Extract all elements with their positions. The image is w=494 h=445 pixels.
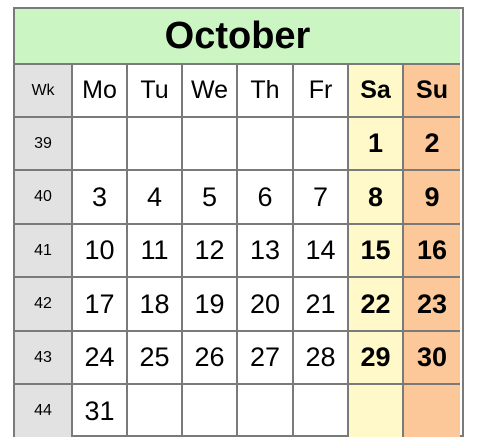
day-cell[interactable]: 28 [294, 332, 349, 385]
day-cell[interactable]: 11 [128, 225, 183, 278]
day-cell[interactable]: 19 [183, 278, 238, 332]
day-cell-saturday[interactable]: 8 [349, 171, 404, 225]
header-monday: Mo [73, 65, 128, 118]
day-cell[interactable]: 7 [294, 171, 349, 225]
day-cell-sunday[interactable]: 23 [404, 278, 460, 332]
week-number: 41 [15, 225, 73, 278]
day-cell[interactable]: 25 [128, 332, 183, 385]
day-cell[interactable]: 13 [238, 225, 294, 278]
day-cell-sunday[interactable]: 16 [404, 225, 460, 278]
month-title: October [15, 9, 460, 65]
day-cell[interactable]: 31 [73, 385, 128, 437]
day-cell-sunday[interactable] [404, 385, 460, 437]
week-number: 42 [15, 278, 73, 332]
day-cell[interactable]: 5 [183, 171, 238, 225]
day-cell[interactable] [294, 385, 349, 437]
day-cell[interactable]: 17 [73, 278, 128, 332]
day-cell[interactable] [73, 118, 128, 171]
day-cell-saturday[interactable]: 15 [349, 225, 404, 278]
day-cell[interactable] [128, 385, 183, 437]
day-cell-sunday[interactable]: 30 [404, 332, 460, 385]
day-cell[interactable]: 10 [73, 225, 128, 278]
week-number: 40 [15, 171, 73, 225]
header-week: Wk [15, 65, 73, 118]
header-friday: Fr [294, 65, 349, 118]
day-cell[interactable] [183, 118, 238, 171]
day-cell[interactable]: 4 [128, 171, 183, 225]
day-cell[interactable] [294, 118, 349, 171]
day-cell[interactable]: 18 [128, 278, 183, 332]
calendar-october: October Wk Mo Tu We Th Fr Sa Su 39 1 2 4… [13, 7, 464, 437]
day-cell[interactable]: 26 [183, 332, 238, 385]
day-cell[interactable]: 3 [73, 171, 128, 225]
header-sunday: Su [404, 65, 460, 118]
day-cell[interactable]: 21 [294, 278, 349, 332]
day-cell[interactable]: 14 [294, 225, 349, 278]
week-number: 44 [15, 385, 73, 437]
header-saturday: Sa [349, 65, 404, 118]
day-cell[interactable] [183, 385, 238, 437]
day-cell-sunday[interactable]: 2 [404, 118, 460, 171]
day-cell[interactable] [238, 118, 294, 171]
day-cell[interactable]: 12 [183, 225, 238, 278]
day-cell-sunday[interactable]: 9 [404, 171, 460, 225]
day-cell-saturday[interactable]: 29 [349, 332, 404, 385]
day-cell-saturday[interactable]: 1 [349, 118, 404, 171]
week-number: 43 [15, 332, 73, 385]
day-cell[interactable]: 27 [238, 332, 294, 385]
header-wednesday: We [183, 65, 238, 118]
day-cell[interactable] [128, 118, 183, 171]
header-thursday: Th [238, 65, 294, 118]
day-cell-saturday[interactable] [349, 385, 404, 437]
day-cell[interactable]: 20 [238, 278, 294, 332]
header-tuesday: Tu [128, 65, 183, 118]
week-number: 39 [15, 118, 73, 171]
day-cell[interactable]: 6 [238, 171, 294, 225]
day-cell-saturday[interactable]: 22 [349, 278, 404, 332]
day-cell[interactable] [238, 385, 294, 437]
day-cell[interactable]: 24 [73, 332, 128, 385]
